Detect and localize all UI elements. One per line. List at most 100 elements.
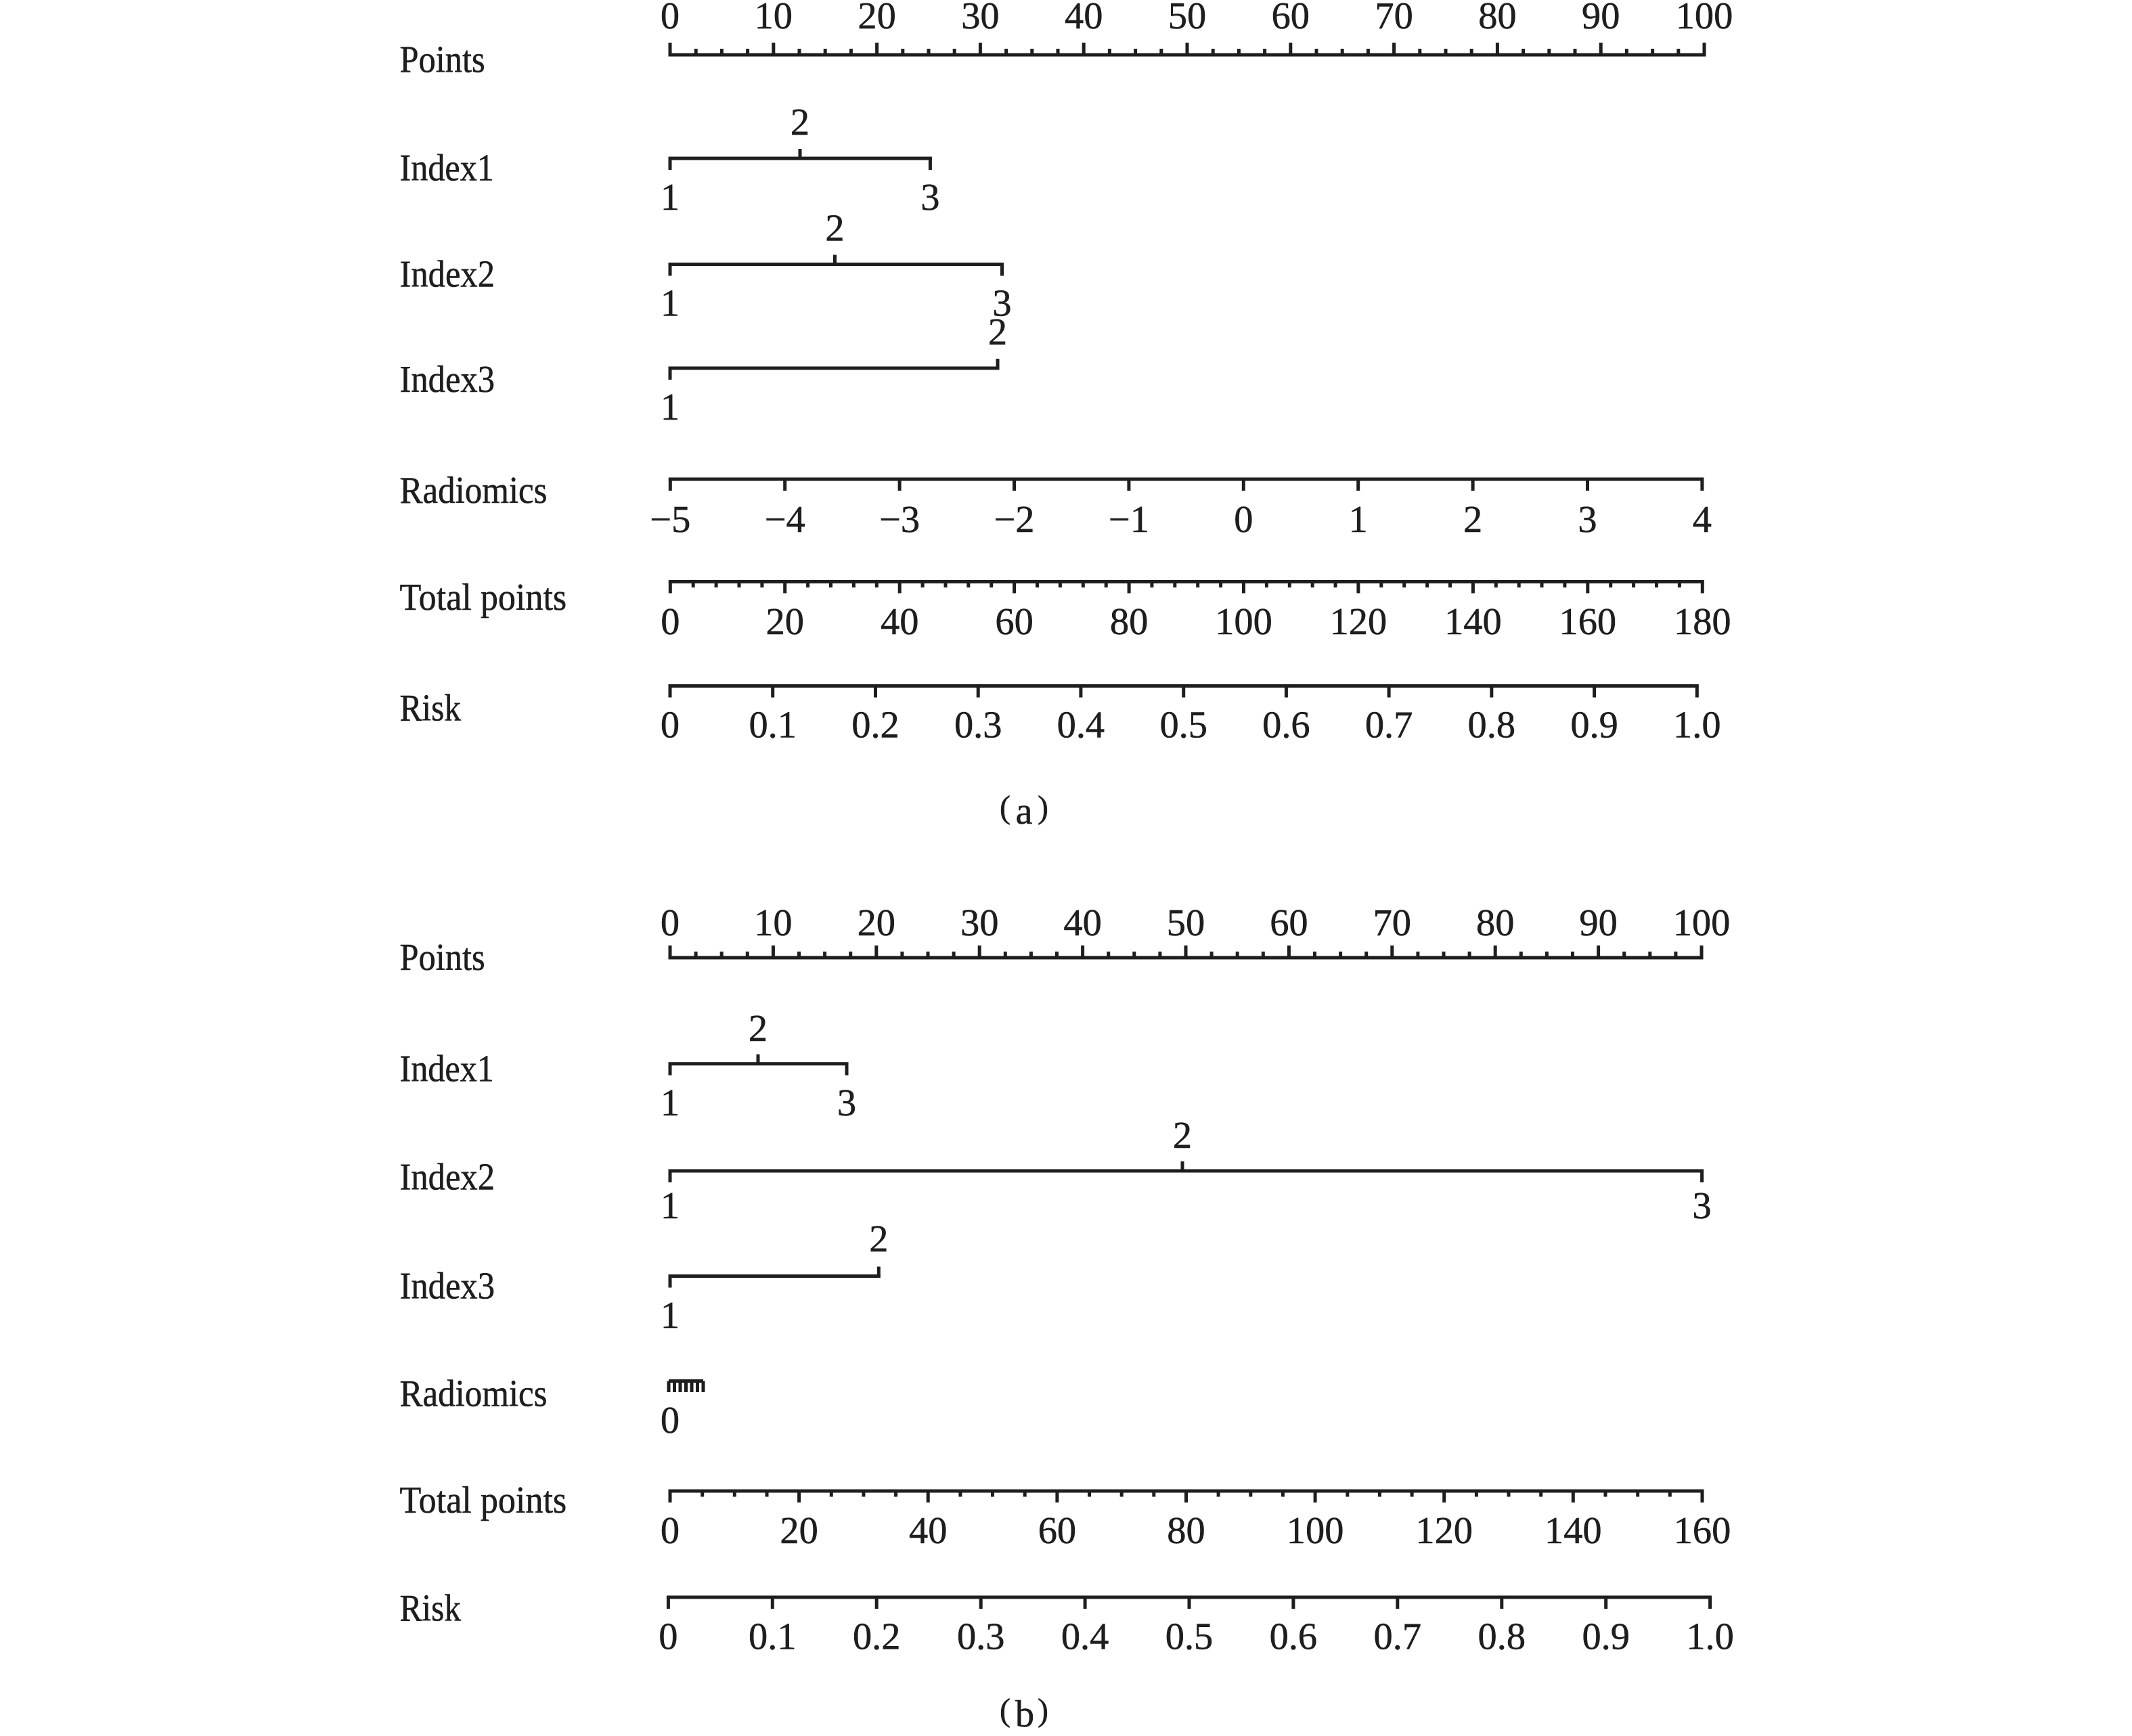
svg-text:3: 3 (1692, 1185, 1711, 1227)
svg-text:30: 30 (961, 0, 999, 37)
svg-text:10: 10 (755, 0, 793, 37)
svg-text:10: 10 (754, 902, 792, 944)
svg-text:30: 30 (960, 902, 998, 944)
svg-text:0: 0 (661, 601, 680, 643)
svg-text:90: 90 (1582, 0, 1620, 37)
svg-text:0.1: 0.1 (749, 705, 797, 747)
svg-text:Index1: Index1 (400, 148, 494, 190)
svg-text:b: b (1015, 1693, 1034, 1735)
svg-text:80: 80 (1476, 902, 1514, 944)
svg-text:): ) (1038, 790, 1048, 826)
svg-text:2: 2 (825, 208, 844, 250)
svg-text:2: 2 (791, 102, 809, 143)
svg-text:1: 1 (661, 283, 680, 325)
svg-text:80: 80 (1110, 601, 1148, 643)
svg-text:1.0: 1.0 (1673, 705, 1721, 747)
svg-text:): ) (1038, 1693, 1048, 1729)
svg-text:100: 100 (1215, 601, 1272, 643)
svg-text:80: 80 (1167, 1510, 1205, 1552)
svg-text:(: ( (1000, 1693, 1011, 1729)
svg-text:0.6: 0.6 (1262, 705, 1310, 747)
svg-text:20: 20 (858, 0, 895, 37)
svg-text:Index2: Index2 (400, 1156, 495, 1198)
svg-text:0.2: 0.2 (853, 1616, 901, 1658)
svg-text:120: 120 (1415, 1510, 1473, 1552)
svg-text:0: 0 (659, 1616, 678, 1658)
svg-text:Total points: Total points (400, 577, 567, 619)
svg-text:3: 3 (992, 283, 1011, 325)
svg-text:Index1: Index1 (400, 1048, 494, 1090)
svg-text:0: 0 (1234, 499, 1253, 541)
svg-text:100: 100 (1676, 0, 1733, 37)
svg-text:100: 100 (1673, 902, 1731, 944)
svg-text:20: 20 (858, 902, 895, 944)
svg-text:140: 140 (1444, 601, 1502, 643)
svg-text:4: 4 (1693, 499, 1712, 541)
svg-text:0.9: 0.9 (1570, 705, 1618, 747)
svg-text:2: 2 (1463, 499, 1482, 541)
svg-text:70: 70 (1373, 902, 1411, 944)
svg-text:0.8: 0.8 (1468, 705, 1516, 747)
svg-text:0.3: 0.3 (954, 705, 1002, 747)
svg-text:2: 2 (988, 311, 1007, 353)
svg-text:Risk: Risk (400, 1588, 462, 1630)
svg-text:1: 1 (661, 1295, 680, 1337)
svg-text:70: 70 (1375, 0, 1413, 37)
svg-text:0: 0 (661, 0, 680, 37)
svg-text:40: 40 (881, 601, 918, 643)
svg-text:Risk: Risk (400, 688, 462, 730)
svg-text:0.8: 0.8 (1478, 1616, 1526, 1658)
svg-text:0.4: 0.4 (1061, 1616, 1109, 1658)
svg-text:1: 1 (661, 177, 680, 219)
svg-text:160: 160 (1674, 1510, 1731, 1552)
svg-text:60: 60 (995, 601, 1033, 643)
svg-text:180: 180 (1674, 601, 1731, 643)
svg-text:0: 0 (661, 1400, 680, 1442)
svg-text:Index2: Index2 (400, 253, 495, 295)
svg-text:Total points: Total points (400, 1479, 567, 1521)
svg-text:0.9: 0.9 (1582, 1616, 1630, 1658)
svg-text:60: 60 (1270, 902, 1308, 944)
svg-text:120: 120 (1330, 601, 1387, 643)
svg-text:−3: −3 (879, 499, 920, 541)
svg-text:−1: −1 (1109, 499, 1149, 541)
svg-text:0.7: 0.7 (1365, 705, 1413, 747)
svg-text:0.5: 0.5 (1165, 1616, 1214, 1658)
svg-text:20: 20 (780, 1510, 818, 1552)
svg-text:Points: Points (400, 937, 485, 979)
svg-text:0.7: 0.7 (1374, 1616, 1422, 1658)
svg-text:1: 1 (661, 386, 680, 428)
svg-text:0.1: 0.1 (749, 1616, 797, 1658)
svg-text:3: 3 (837, 1082, 856, 1124)
svg-text:20: 20 (766, 601, 804, 643)
svg-text:3: 3 (1578, 499, 1597, 541)
svg-text:2: 2 (869, 1218, 888, 1260)
svg-text:100: 100 (1287, 1510, 1344, 1552)
svg-text:1: 1 (1349, 499, 1368, 541)
svg-text:140: 140 (1545, 1510, 1602, 1552)
svg-text:0: 0 (661, 705, 680, 747)
svg-text:0.3: 0.3 (957, 1616, 1005, 1658)
svg-text:−5: −5 (650, 499, 690, 541)
svg-text:0.4: 0.4 (1057, 705, 1105, 747)
svg-text:−2: −2 (994, 499, 1035, 541)
svg-text:0.6: 0.6 (1270, 1616, 1318, 1658)
svg-text:a: a (1015, 791, 1032, 832)
svg-text:90: 90 (1579, 902, 1617, 944)
svg-text:Points: Points (400, 39, 485, 81)
svg-text:2: 2 (1173, 1115, 1192, 1157)
svg-text:0: 0 (661, 902, 680, 944)
svg-text:40: 40 (909, 1510, 947, 1552)
svg-text:40: 40 (1065, 0, 1103, 37)
svg-text:60: 60 (1272, 0, 1310, 37)
svg-text:40: 40 (1063, 902, 1101, 944)
svg-text:50: 50 (1167, 902, 1205, 944)
svg-text:3: 3 (920, 177, 939, 219)
svg-text:Index3: Index3 (400, 1266, 495, 1308)
svg-text:(: ( (1000, 790, 1011, 826)
svg-text:2: 2 (749, 1008, 768, 1050)
svg-text:−4: −4 (765, 499, 805, 541)
svg-text:0: 0 (661, 1510, 680, 1552)
svg-text:60: 60 (1038, 1510, 1076, 1552)
svg-text:80: 80 (1478, 0, 1516, 37)
